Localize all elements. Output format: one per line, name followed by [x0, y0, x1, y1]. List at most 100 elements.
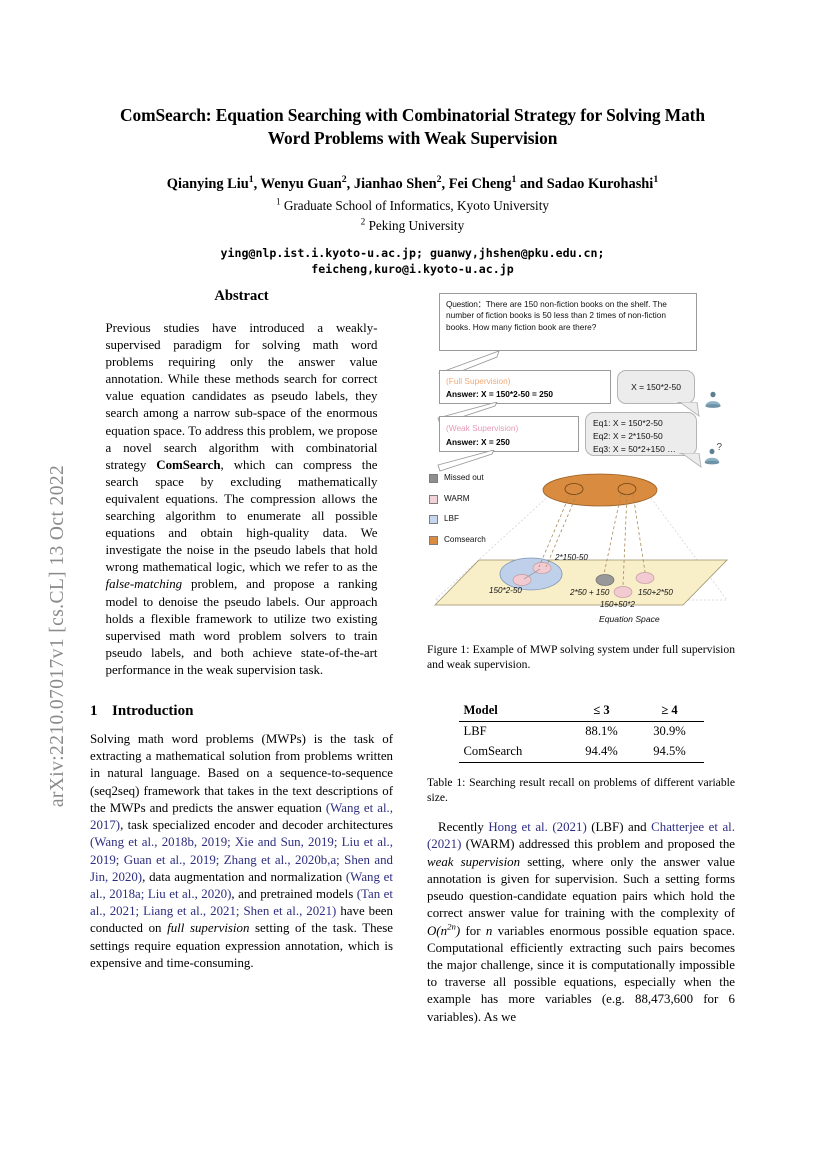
- full-supervision-label: (Full Supervision): [446, 376, 511, 386]
- intro-text-1: Solving math word problems (MWPs) is the…: [90, 731, 393, 815]
- legend-label-lbf: LBF: [444, 514, 460, 524]
- robot-icon-full-supervision: [705, 391, 721, 408]
- weak-supervision-box-tail: [437, 450, 495, 472]
- legend-label-missed-out: Missed out: [444, 473, 484, 483]
- citation-hong-2021[interactable]: Hong et al. (2021): [488, 820, 587, 835]
- author-block: Qianying Liu1, Wenyu Guan2, Jianhao Shen…: [90, 175, 735, 278]
- table-cell-comsearch-le3: 94.4%: [567, 741, 636, 763]
- question-box: Question：There are 150 non-fiction books…: [439, 293, 697, 351]
- equation-space-diagram: [434, 473, 728, 606]
- intro-paragraph-1: Solving math word problems (MWPs) is the…: [90, 731, 393, 972]
- abstract-text-part-3: problem, and propose a ranking model to …: [105, 577, 378, 677]
- legend-swatch-lbf: [429, 515, 438, 524]
- weak-supervision-bubble: Eq1: X = 150*2-50 Eq2: X = 2*150-50 Eq3:…: [585, 412, 697, 456]
- full-supervision-bubble-tail: [677, 402, 700, 417]
- figure-1-upper-panel: Question：There are 150 non-fiction books…: [427, 288, 735, 472]
- rc-complexity-close: ): [455, 923, 461, 938]
- equation-label-150-2x50: 150+2*50: [638, 588, 673, 597]
- paper-page: ComSearch: Equation Searching with Combi…: [90, 0, 735, 1169]
- equation-label-2x50-150: 2*50 + 150: [570, 588, 610, 597]
- question-label: Question：: [446, 299, 486, 309]
- table-header-model: Model: [458, 700, 568, 722]
- citation-architectures[interactable]: (Wang et al., 2018b, 2019; Xie and Sun, …: [90, 835, 393, 884]
- two-column-body: Abstract Previous studies have introduce…: [90, 288, 735, 1168]
- figure-1-caption: Figure 1: Example of MWP solving system …: [427, 643, 735, 672]
- weak-supervision-eq-1: Eq1: X = 150*2-50: [593, 418, 663, 428]
- affiliation-1-label: Graduate School of Informatics, Kyoto Un…: [283, 197, 549, 213]
- figure-legend: Missed out WARM LBF Comsearch: [429, 474, 486, 556]
- citation-chatterjee-2021[interactable]: Chatterjee et al. (2021): [427, 820, 735, 852]
- left-column: Abstract Previous studies have introduce…: [90, 288, 393, 980]
- rc-text-1: Recently: [438, 820, 489, 835]
- equation-label-150-50x2: 150+50*2: [600, 600, 635, 609]
- table-1-caption: Table 1: Searching result recall on prob…: [427, 775, 735, 804]
- table-cell-lbf-le3: 88.1%: [585, 724, 618, 739]
- section-number: 1: [90, 702, 98, 719]
- figure-1-lower-panel: Missed out WARM LBF Comsearch: [427, 468, 735, 630]
- rc-complexity-base: O(n: [427, 923, 448, 938]
- table-cell-model-lbf: LBF: [463, 724, 487, 739]
- legend-swatch-warm: [429, 494, 438, 504]
- full-supervision-equation: X = 150*2-50: [631, 381, 681, 392]
- title-block: ComSearch: Equation Searching with Combi…: [90, 0, 735, 278]
- rc-complexity-exponent: 2n: [447, 921, 456, 932]
- abstract-false-matching-term: false-matching: [105, 577, 183, 592]
- rc-variable-n: n: [485, 923, 493, 938]
- rc-weak-supervision-term: weak supervision: [427, 854, 521, 869]
- table-cell-model-comsearch: ComSearch: [458, 741, 568, 763]
- equation-label-150x2-50: 150*2-50: [489, 586, 522, 595]
- affiliation-2-label: Peking University: [368, 218, 465, 234]
- full-supervision-box: (Full Supervision) Answer: X = 150*2-50 …: [439, 370, 611, 404]
- table-cell-lbf-ge4: 30.9%: [653, 724, 686, 739]
- svg-text:?: ?: [717, 442, 723, 453]
- abstract-body: Previous studies have introduced a weakl…: [106, 320, 378, 679]
- email-line-2: feicheng,kuro@i.kyoto-u.ac.jp: [311, 262, 514, 277]
- legend-label-comsearch: Comsearch: [444, 534, 486, 544]
- abstract-text-part-2: , which can compress the search space by…: [105, 457, 378, 575]
- intro-full-supervision-term: full supervision: [167, 921, 250, 936]
- rc-text-4: setting, where only the answer value ann…: [427, 854, 735, 921]
- legend-item-missed-out: Missed out: [429, 474, 486, 483]
- weak-supervision-eq-3: Eq3: X = 50*2+150 …: [593, 443, 676, 454]
- full-supervision-answer: Answer: X = 150*2-50 = 250: [446, 389, 554, 400]
- intro-text-2: , task specialized encoder and decoder a…: [120, 818, 393, 833]
- intro-text-6: setting of the task. These settings requ…: [90, 921, 393, 970]
- legend-swatch-comsearch: [429, 535, 438, 545]
- question-text: There are 150 non-fiction books on the s…: [446, 299, 667, 332]
- section-title: Introduction: [112, 702, 194, 719]
- email-line-1: ying@nlp.ist.i.kyoto-u.ac.jp; guanwy,jhs…: [220, 245, 605, 260]
- abstract-heading: Abstract: [214, 288, 269, 304]
- table-header-ge4: ≥ 4: [635, 700, 704, 722]
- section-heading-introduction: 1 Introduction: [90, 703, 393, 720]
- weak-supervision-bubble-tail: [679, 453, 702, 468]
- author-emails: ying@nlp.ist.i.kyoto-u.ac.jp; guanwy,jhs…: [90, 245, 735, 279]
- weak-supervision-answer: Answer: X = 250: [446, 437, 510, 448]
- rc-text-2: (LBF) and: [586, 820, 652, 835]
- table-cell-comsearch-ge4: 94.5%: [635, 741, 704, 763]
- title-line-1: ComSearch: Equation Searching with Combi…: [120, 105, 661, 125]
- intro-text-3: , data augmentation and normalization: [142, 869, 346, 884]
- abstract-text-part-1: Previous studies have introduced a weakl…: [105, 321, 378, 472]
- robot-icon-weak-supervision: ?: [704, 442, 723, 465]
- citation-wang-2017[interactable]: (Wang et al., 2017): [90, 800, 393, 833]
- citation-pretrained[interactable]: (Tan et al., 2021; Liang et al., 2021; S…: [90, 886, 393, 919]
- author-list: Qianying Liu1, Wenyu Guan2, Jianhao Shen…: [166, 174, 659, 193]
- affiliation-1: 1 Graduate School of Informatics, Kyoto …: [276, 196, 549, 213]
- right-column: Question：There are 150 non-fiction books…: [427, 288, 735, 1034]
- abstract-method-name: ComSearch: [156, 457, 221, 472]
- rc-text-6: variables enormous possible equation spa…: [427, 923, 736, 1024]
- table-row: LBF 88.1% 30.9%: [459, 721, 704, 742]
- affiliation-2: 2 Peking University: [360, 216, 465, 234]
- weak-supervision-box: (Weak Supervision) Answer: X = 250: [439, 416, 579, 452]
- table-1-wrapper: Model ≤ 3 ≥ 4 LBF 88.1% 30.9% ComSearch: [427, 700, 735, 806]
- title-line-2: Math Word Problems with Weak Supervision: [267, 105, 705, 149]
- rc-text-3: (WARM) addressed this problem and propos…: [461, 837, 735, 852]
- weak-supervision-eq-2: Eq2: X = 2*150-50: [593, 430, 663, 441]
- intro-text-5: have been conducted on: [90, 904, 393, 936]
- citation-augmentation[interactable]: (Wang et al., 2018a; Liu et al., 2020): [90, 869, 393, 901]
- right-column-paragraph-1: Recently Hong et al. (2021) (LBF) and Ch…: [427, 819, 735, 1026]
- rc-text-5: for: [460, 923, 486, 938]
- legend-item-warm: WARM: [429, 494, 486, 504]
- arxiv-stamp: arXiv:2210.07017v1 [cs.CL] 13 Oct 2022: [47, 464, 68, 808]
- equation-label-2x150-50: 2*150-50: [555, 553, 588, 562]
